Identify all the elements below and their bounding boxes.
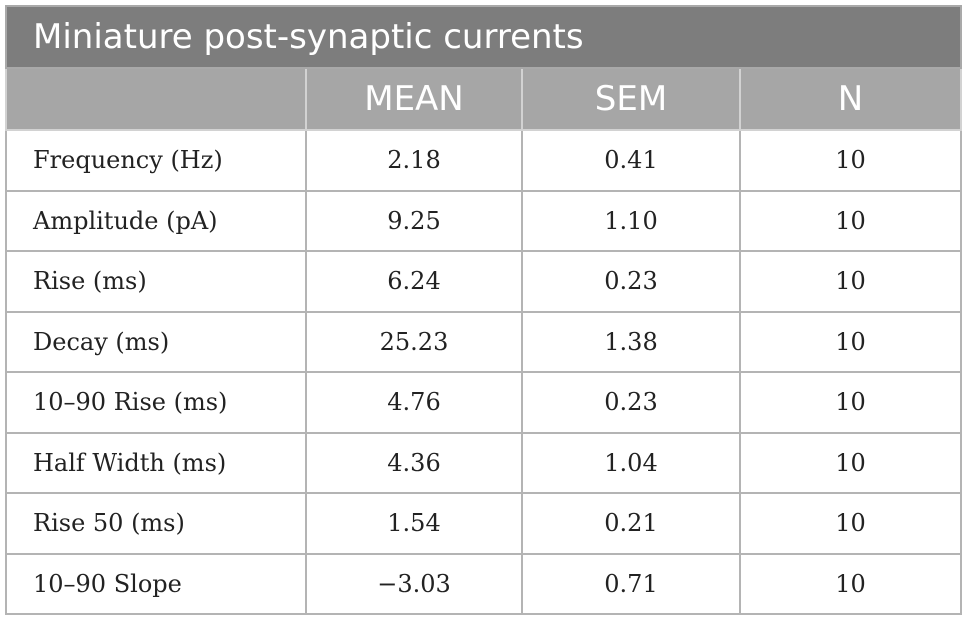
sem-cell: 0.23: [521, 371, 741, 434]
table-row: Rise (ms) 6.24 0.23 10: [5, 250, 963, 313]
mpsc-table: Miniature post-synaptic currents MEAN SE…: [4, 5, 963, 615]
row-label: Amplitude (pA): [5, 189, 307, 252]
table-title-row: Miniature post-synaptic currents: [4, 5, 963, 69]
mean-cell: 9.25: [305, 189, 523, 252]
table-header-row: MEAN SEM N: [5, 67, 963, 131]
sem-cell: 0.71: [521, 552, 741, 615]
sem-cell: 1.04: [521, 431, 741, 494]
table-title: Miniature post-synaptic currents: [4, 5, 963, 69]
table-row: Amplitude (pA) 9.25 1.10 10: [5, 189, 963, 252]
n-cell: 10: [738, 189, 963, 252]
table-row: 10–90 Rise (ms) 4.76 0.23 10: [5, 371, 963, 434]
row-label: 10–90 Slope: [5, 552, 307, 615]
mean-cell: 4.76: [305, 371, 523, 434]
table-row: Half Width (ms) 4.36 1.04 10: [5, 431, 963, 494]
n-cell: 10: [738, 371, 963, 434]
sem-cell: 0.41: [521, 129, 741, 192]
table-row: Frequency (Hz) 2.18 0.41 10: [5, 129, 963, 192]
n-cell: 10: [738, 431, 963, 494]
n-cell: 10: [738, 492, 963, 555]
header-cell-mean: MEAN: [305, 67, 523, 131]
row-label: 10–90 Rise (ms): [5, 371, 307, 434]
row-label: Rise (ms): [5, 250, 307, 313]
n-cell: 10: [738, 129, 963, 192]
sem-cell: 1.10: [521, 189, 741, 252]
mean-cell: 1.54: [305, 492, 523, 555]
header-cell-sem: SEM: [521, 67, 741, 131]
sem-cell: 1.38: [521, 310, 741, 373]
data-table-container: Miniature post-synaptic currents MEAN SE…: [4, 5, 963, 615]
mean-cell: 4.36: [305, 431, 523, 494]
sem-cell: 0.21: [521, 492, 741, 555]
row-label: Half Width (ms): [5, 431, 307, 494]
n-cell: 10: [738, 310, 963, 373]
header-cell-n: N: [738, 67, 963, 131]
row-label: Rise 50 (ms): [5, 492, 307, 555]
mean-cell: −3.03: [305, 552, 523, 615]
table-row: Decay (ms) 25.23 1.38 10: [5, 310, 963, 373]
row-label: Decay (ms): [5, 310, 307, 373]
sem-cell: 0.23: [521, 250, 741, 313]
mean-cell: 2.18: [305, 129, 523, 192]
n-cell: 10: [738, 250, 963, 313]
n-cell: 10: [738, 552, 963, 615]
mean-cell: 25.23: [305, 310, 523, 373]
row-label: Frequency (Hz): [5, 129, 307, 192]
mean-cell: 6.24: [305, 250, 523, 313]
header-cell-empty: [5, 67, 307, 131]
table-row: Rise 50 (ms) 1.54 0.21 10: [5, 492, 963, 555]
table-row: 10–90 Slope −3.03 0.71 10: [5, 552, 963, 615]
